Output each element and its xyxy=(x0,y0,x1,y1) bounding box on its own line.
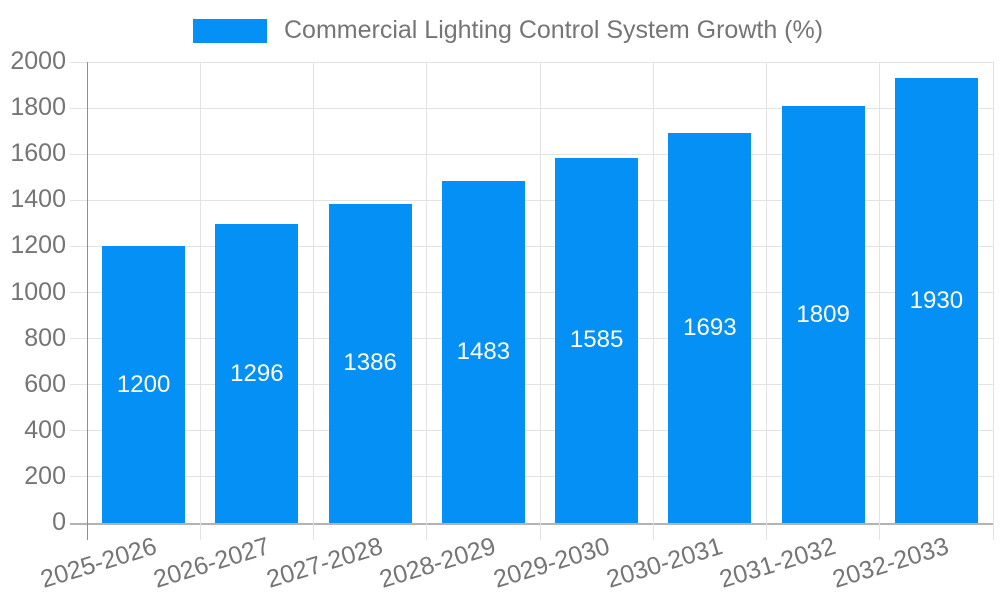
y-axis-line xyxy=(86,62,88,540)
gridline-horizontal xyxy=(70,384,993,386)
legend: Commercial Lighting Control System Growt… xyxy=(193,17,823,44)
y-axis-tick-label: 0 xyxy=(52,508,66,536)
gridline-vertical xyxy=(313,62,314,540)
gridline-horizontal xyxy=(70,292,993,293)
gridline-horizontal xyxy=(70,476,993,478)
gridline-horizontal xyxy=(70,245,993,247)
bar-value-label: 1930 xyxy=(909,286,964,314)
bar-value-label: 1200 xyxy=(116,370,171,398)
bar-value-label: 1483 xyxy=(456,338,511,366)
y-axis-tick-label: 2000 xyxy=(10,47,66,75)
bar: 1585 xyxy=(555,157,639,523)
gridline-horizontal xyxy=(70,199,993,201)
bar-value-label: 1809 xyxy=(796,300,850,328)
y-axis-tick-label: 400 xyxy=(24,415,66,444)
plot-area: 1200 1296 1386 1483 1585 1693 1809 1930 xyxy=(70,61,994,540)
bar: 1809 xyxy=(781,106,865,523)
y-axis-tick-label: 200 xyxy=(24,461,66,490)
legend-swatch xyxy=(193,18,267,43)
bar: 1483 xyxy=(441,181,525,523)
y-axis-tick-label: 600 xyxy=(24,369,66,398)
x-axis-line xyxy=(70,522,993,525)
gridline-horizontal xyxy=(70,430,993,432)
bar-value-label: 1585 xyxy=(569,326,624,354)
bar: 1386 xyxy=(328,203,412,523)
gridline-vertical xyxy=(879,62,881,540)
y-axis-tick-label: 1200 xyxy=(10,231,66,260)
gridline-horizontal xyxy=(70,338,993,340)
gridline-vertical xyxy=(199,62,201,540)
gridline-horizontal xyxy=(70,107,993,109)
gridline-vertical xyxy=(992,62,994,540)
gridline-horizontal xyxy=(70,61,993,63)
gridline-vertical xyxy=(539,62,541,540)
gridline-vertical xyxy=(652,62,654,540)
bar: 1930 xyxy=(894,78,978,523)
bar-value-label: 1693 xyxy=(683,313,737,341)
y-axis-tick-label: 1600 xyxy=(10,139,66,168)
gridline-vertical xyxy=(766,62,767,540)
bar-value-label: 1386 xyxy=(343,349,397,377)
y-axis-tick-label: 1000 xyxy=(10,277,66,306)
gridline-vertical xyxy=(426,62,428,540)
bar: 1200 xyxy=(102,246,186,523)
y-axis-tick-label: 1400 xyxy=(10,185,66,214)
bar: 1693 xyxy=(668,132,752,523)
bar: 1296 xyxy=(215,224,299,523)
gridline-horizontal xyxy=(70,153,993,155)
legend-label: Commercial Lighting Control System Growt… xyxy=(284,16,824,44)
y-axis-tick-label: 1800 xyxy=(10,93,66,122)
y-axis-tick-label: 800 xyxy=(24,323,66,352)
bar-value-label: 1296 xyxy=(230,359,284,387)
